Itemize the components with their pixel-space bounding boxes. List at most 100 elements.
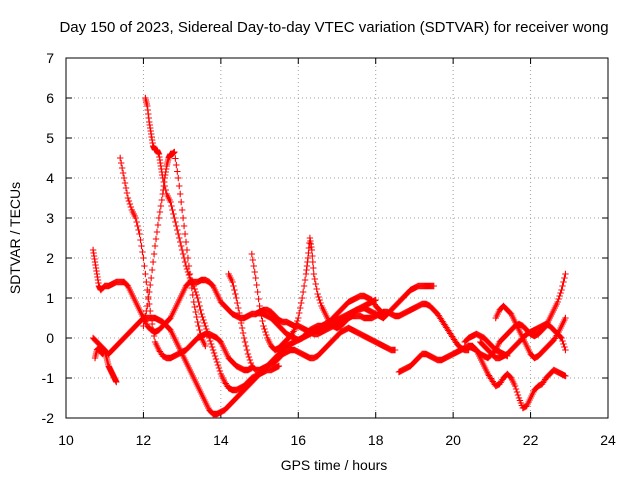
data-point-interp (249, 256, 256, 264)
data-point-interp (561, 274, 568, 282)
data-point-interp (196, 302, 203, 310)
y-tick-label: 1 (46, 290, 54, 306)
data-point (194, 294, 201, 302)
data-point (237, 314, 244, 322)
data-point-interp (196, 326, 203, 334)
data-point (504, 352, 511, 360)
data-point-interp (150, 250, 158, 258)
data-point-interp (205, 331, 212, 339)
data-point (194, 318, 201, 326)
data-point-interp (232, 290, 239, 298)
data-point-interp (313, 285, 320, 293)
x-tick-label: 18 (368, 432, 384, 448)
y-tick-label: 7 (46, 50, 54, 66)
data-point-interp (172, 155, 179, 162)
data-point (314, 290, 321, 298)
data-point-interp (238, 324, 246, 332)
data-point-interp (257, 307, 264, 315)
data-point-interp (245, 353, 253, 361)
data-point-interp (210, 349, 218, 357)
data-point (151, 242, 159, 250)
data-point-interp (193, 313, 200, 321)
data-point (372, 296, 379, 304)
x-tick-label: 14 (213, 432, 229, 448)
data-point-interp (172, 218, 179, 226)
y-tick-label: 2 (46, 250, 54, 266)
data-point (175, 174, 182, 182)
data-point-interp (174, 168, 181, 175)
data-point (120, 174, 128, 182)
data-point-interp (208, 343, 216, 351)
data-point-interp (141, 317, 148, 325)
data-point (206, 334, 213, 342)
data-point-interp (153, 228, 161, 236)
series-track-d (142, 94, 283, 394)
data-point-interp (191, 303, 198, 311)
data-point-interp (241, 338, 249, 346)
data-point (190, 298, 197, 306)
data-point-interp (154, 221, 162, 229)
data-point (167, 198, 174, 206)
data-point-interp (179, 250, 187, 258)
data-point-interp (173, 161, 180, 169)
data-point (562, 372, 569, 380)
data-point (155, 214, 163, 222)
data-point-interp (297, 304, 304, 312)
data-point-interp (251, 268, 258, 276)
data-point-interp (173, 222, 180, 230)
data-point-interp (559, 337, 566, 345)
data-point-interp (296, 309, 303, 317)
data-point-interp (312, 280, 319, 288)
data-point-interp (317, 299, 324, 307)
data-point-interp (150, 332, 158, 340)
data-point-interp (297, 299, 305, 307)
data-point-interp (203, 325, 210, 333)
data-point-interp (191, 285, 198, 293)
data-point (213, 358, 221, 366)
data-point (198, 310, 205, 318)
data-point-interp (199, 313, 206, 321)
x-tick-label: 10 (58, 432, 74, 448)
data-point-interp (234, 299, 241, 307)
data-point-interp (118, 164, 126, 172)
y-tick-label: 3 (46, 210, 54, 226)
data-point-interp (189, 291, 196, 299)
data-point (275, 362, 283, 370)
data-point-interp (513, 388, 521, 396)
data-point (295, 314, 302, 322)
data-point-interp (309, 258, 317, 266)
data-point-interp (157, 202, 165, 210)
data-point (256, 302, 263, 310)
data-point-interp (168, 202, 175, 210)
series-track-e (140, 148, 209, 350)
data-point (202, 322, 209, 330)
data-point-interp (246, 356, 254, 364)
data-point-interp (230, 282, 237, 290)
data-point-interp (121, 179, 129, 187)
data-point-interp (236, 309, 243, 317)
data-point-interp (263, 331, 270, 339)
data-point-interp (262, 328, 269, 336)
data-point-interp (301, 276, 309, 284)
data-points (89, 94, 569, 418)
data-point-interp (261, 325, 268, 333)
data-point-interp (253, 281, 260, 289)
grid (66, 58, 608, 418)
data-point-interp (239, 329, 247, 337)
data-point (252, 274, 259, 282)
data-point-interp (185, 262, 193, 270)
data-point-interp (180, 222, 188, 230)
y-tick-label: -2 (42, 410, 55, 426)
data-point-interp (207, 340, 215, 348)
data-point-interp (237, 319, 245, 327)
data-point (229, 278, 236, 286)
data-point (140, 254, 147, 262)
series-track-h (248, 234, 379, 354)
data-point-interp (316, 296, 323, 304)
data-point-interp (192, 288, 199, 296)
data-point-interp (250, 262, 257, 270)
data-point-interp (560, 278, 567, 286)
data-point-interp (127, 203, 135, 211)
data-point-interp (169, 206, 176, 214)
data-point (240, 334, 248, 342)
